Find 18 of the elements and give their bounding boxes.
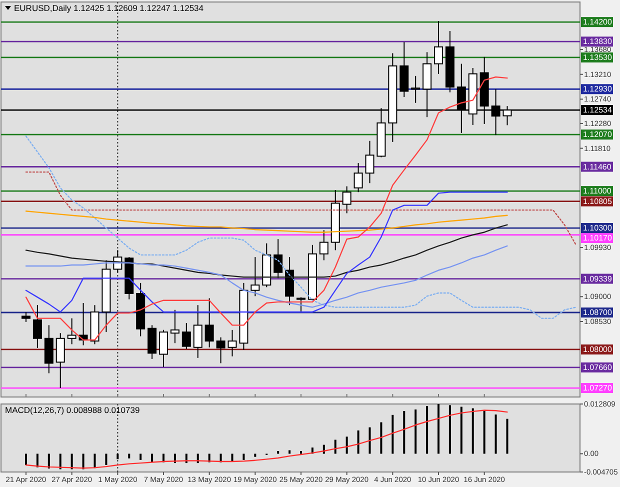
ref-line-label: 1.10805 bbox=[583, 196, 612, 206]
chart-title: MACD(12,26,7) 0.008988 0.010739 bbox=[5, 405, 140, 415]
ref-line-label: 1.09339 bbox=[583, 274, 612, 284]
ref-line-label: 1.08700 bbox=[583, 308, 612, 318]
chart-title: EURUSD,Daily 1.12425 1.12609 1.12247 1.12534 bbox=[14, 3, 204, 13]
ref-line-label: 1.12930 bbox=[583, 84, 612, 94]
ref-line-label: 1.10170 bbox=[583, 234, 612, 243]
ref-line-label: 1.07660 bbox=[583, 362, 612, 372]
ref-line-label: 1.14200 bbox=[583, 18, 612, 27]
ref-line-label: 1.10300 bbox=[583, 224, 612, 233]
ref-line-label: 1.12534 bbox=[583, 106, 612, 115]
ref-line-label: 1.07270 bbox=[583, 384, 612, 393]
ref-line-label: 1.12070 bbox=[583, 130, 612, 140]
ref-line-label: 1.13530 bbox=[583, 52, 612, 62]
ref-line-label: 1.08000 bbox=[583, 344, 612, 354]
ref-line-label: 1.11000 bbox=[583, 186, 612, 196]
ref-line-label: 1.13830 bbox=[583, 37, 612, 46]
ref-line-label: 1.11460 bbox=[583, 162, 612, 172]
